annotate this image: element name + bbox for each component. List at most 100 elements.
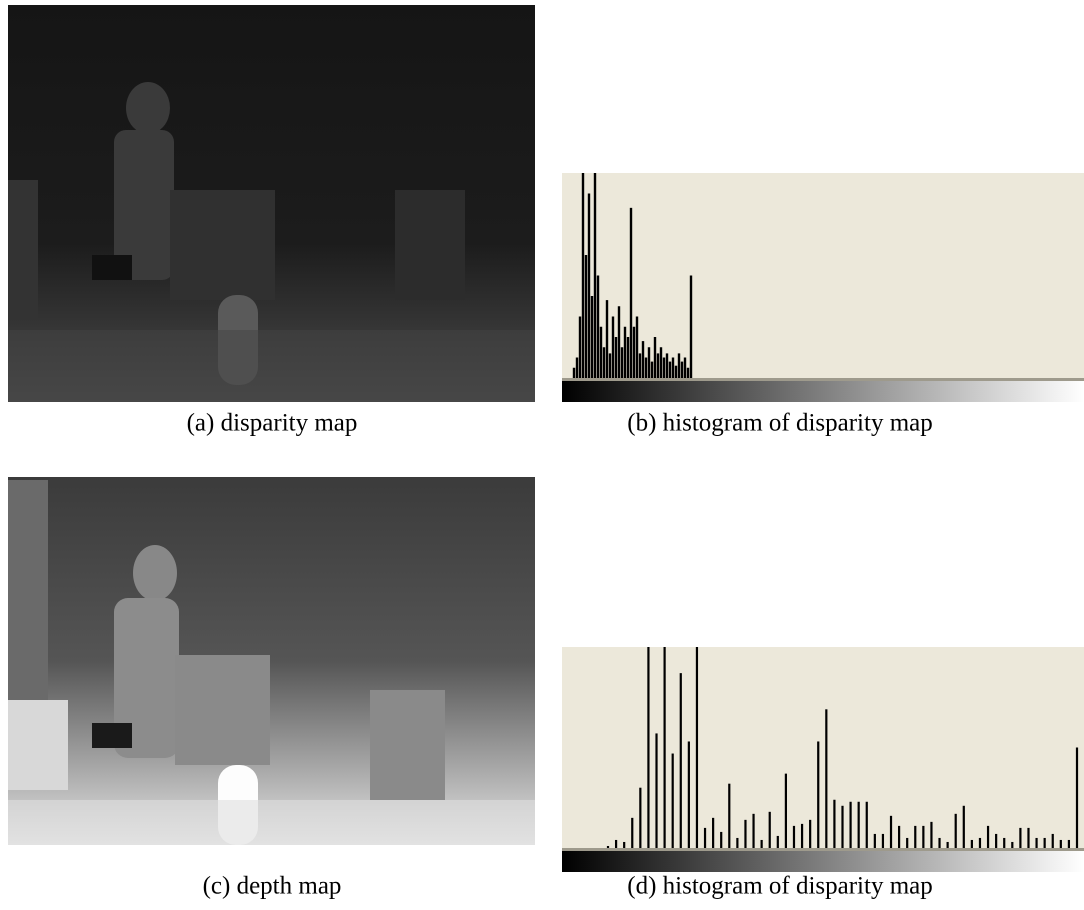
histogram-bar (636, 317, 638, 379)
histogram-bar (906, 838, 908, 848)
histogram-bar (630, 208, 632, 378)
histogram-bar (633, 327, 635, 378)
histogram-bar (979, 838, 981, 848)
histogram-bar (639, 353, 641, 378)
caption: (a) disparity map (187, 410, 358, 437)
caption: (c) depth map (203, 873, 342, 900)
histogram-bar (777, 836, 779, 848)
histogram-bar (621, 347, 623, 378)
histogram-bar (825, 709, 827, 848)
histogram-bar (655, 733, 657, 848)
histogram-panel (562, 173, 1084, 402)
histogram-bar (651, 362, 653, 378)
histogram-bar (987, 826, 989, 848)
histogram-bar (690, 276, 692, 379)
histogram-bar (631, 818, 633, 848)
histogram-bar (898, 826, 900, 848)
histogram-bar (672, 358, 674, 379)
histogram-bar (594, 173, 596, 378)
histogram-bar (817, 741, 819, 848)
histogram-bar (588, 194, 590, 379)
histogram-bar (688, 741, 690, 848)
histogram-bar (955, 814, 957, 848)
histogram-bar (752, 814, 754, 848)
histogram-bar (669, 362, 671, 378)
histogram-bar (647, 647, 649, 848)
histogram-bar (809, 820, 811, 848)
histogram-bar (648, 347, 650, 378)
histogram-bar (801, 824, 803, 848)
histogram-bar (785, 774, 787, 848)
histogram-bar (793, 826, 795, 848)
histogram-bar (645, 358, 647, 379)
histogram-bar (995, 834, 997, 848)
caption: (b) histogram of disparity map (627, 410, 933, 437)
histogram-bar (615, 337, 617, 378)
histogram-bar (769, 812, 771, 848)
disparity-image (8, 5, 535, 402)
histogram-bar (660, 347, 662, 378)
figure: (a) disparity map (b) histogram of dispa… (0, 0, 1084, 910)
histogram-bar (1027, 828, 1029, 848)
histogram-bar (576, 358, 578, 379)
histogram-bar (712, 818, 714, 848)
histogram-bar (1035, 838, 1037, 848)
histogram-bar (675, 366, 677, 378)
histogram-bar (600, 327, 602, 378)
histogram-bar (833, 800, 835, 848)
histogram-bar (642, 341, 644, 378)
histogram-bar (858, 802, 860, 848)
histogram-bar (607, 846, 609, 848)
histogram-bar (882, 834, 884, 848)
histogram-bar (680, 673, 682, 848)
histogram-bar (639, 788, 641, 848)
histogram-bar (597, 276, 599, 379)
histogram-bar (612, 317, 614, 379)
histogram-bar (704, 828, 706, 848)
histogram-bar (841, 806, 843, 848)
histogram-bar (1044, 838, 1046, 848)
histogram-bar (664, 647, 666, 848)
histogram-bar (1019, 828, 1021, 848)
histogram-bar (681, 362, 683, 378)
depth-image (8, 477, 535, 845)
histogram-bar (1052, 834, 1054, 848)
histogram-bar (678, 353, 680, 378)
histogram-bar (744, 820, 746, 848)
histogram-bar (624, 327, 626, 378)
histogram-bar (657, 353, 659, 378)
histogram-bar (654, 337, 656, 378)
histogram-bar (914, 826, 916, 848)
histogram-bar (687, 368, 689, 378)
histogram-bar (582, 173, 584, 378)
histogram-bar (696, 647, 698, 848)
histogram-bar (930, 822, 932, 848)
histogram-bar (922, 826, 924, 848)
histogram-bar (606, 300, 608, 378)
histogram-bar (672, 754, 674, 848)
histogram-bar (603, 347, 605, 378)
histogram-bar (618, 306, 620, 378)
histogram-bar (627, 337, 629, 378)
histogram-bar (591, 296, 593, 378)
caption: (d) histogram of disparity map (627, 873, 933, 900)
histogram-bar (963, 806, 965, 848)
histogram-bar (971, 840, 973, 848)
histogram-bar (1060, 840, 1062, 848)
histogram-bar (615, 840, 617, 848)
histogram-bar (938, 838, 940, 848)
histogram-bar (761, 840, 763, 848)
histogram-bar (1076, 748, 1078, 849)
histogram-bar (866, 802, 868, 848)
histogram-bar (585, 255, 587, 378)
histogram-bar (623, 842, 625, 848)
histogram-bar (1011, 842, 1013, 848)
histogram-bar (728, 784, 730, 848)
histogram-bar (874, 834, 876, 848)
histogram-bar (579, 317, 581, 379)
histogram-panel (562, 647, 1084, 872)
histogram-bar (684, 358, 686, 379)
histogram-bar (573, 368, 575, 378)
histogram-bar (1068, 840, 1070, 848)
histogram-bar (849, 802, 851, 848)
